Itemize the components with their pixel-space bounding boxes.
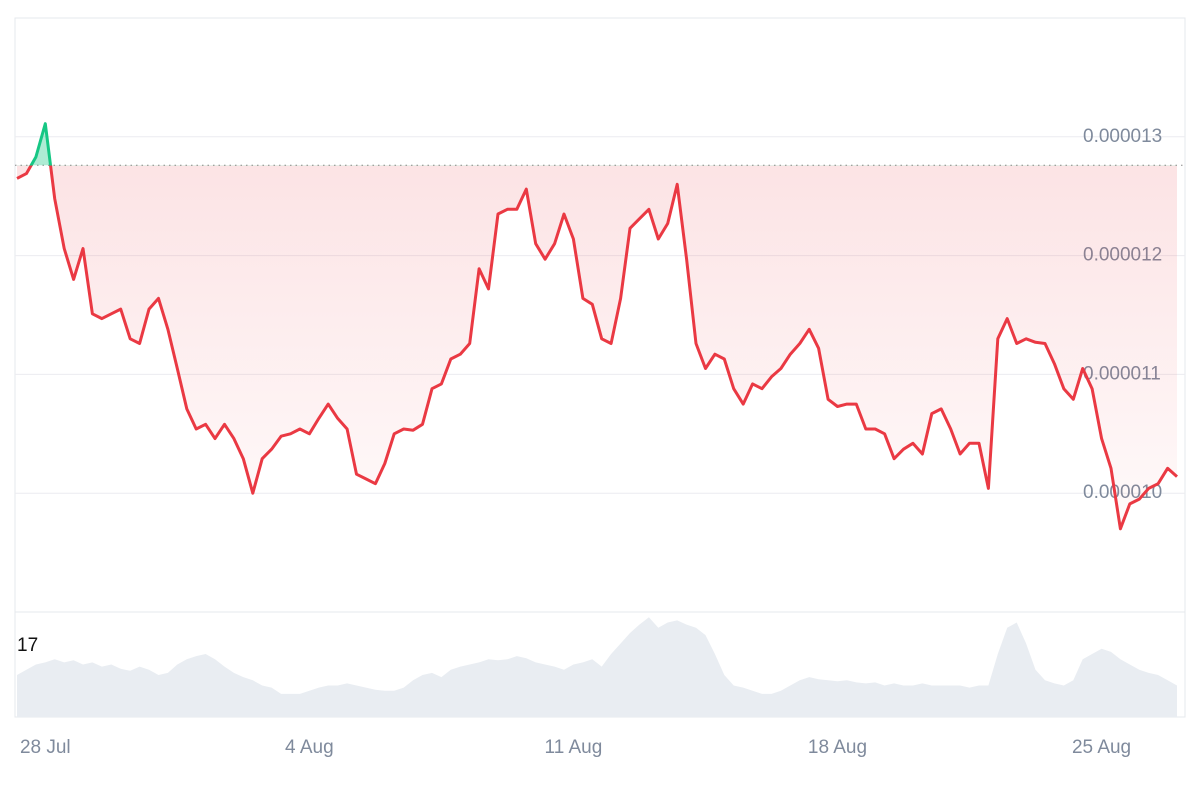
x-tick-label: 11 Aug (545, 737, 603, 758)
x-tick-label: 28 Jul (20, 737, 71, 758)
x-tick-label: 4 Aug (285, 737, 334, 758)
y-tick-label: 0.000013 (1083, 126, 1162, 147)
x-tick-label: 25 Aug (1072, 737, 1131, 758)
price-area (17, 123, 1177, 529)
price-line (16, 122, 1178, 531)
volume-area (17, 617, 1177, 717)
x-tick-label: 18 Aug (808, 737, 867, 758)
volume-label: 17 (17, 635, 38, 656)
